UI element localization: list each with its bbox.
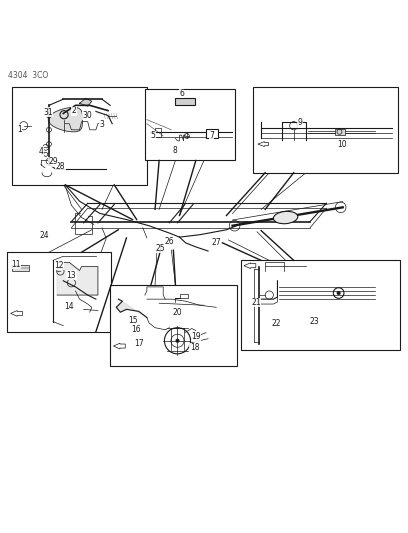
Text: 18: 18 [190, 343, 200, 352]
Text: 22: 22 [271, 319, 281, 328]
Text: 16: 16 [131, 325, 141, 334]
Bar [175, 98, 195, 106]
Text: 5: 5 [151, 132, 155, 140]
Text: 4304  3CO: 4304 3CO [8, 71, 49, 79]
Bar [241, 261, 400, 350]
Text: 31: 31 [43, 108, 53, 117]
Polygon shape [244, 263, 256, 269]
Bar [206, 130, 218, 139]
Bar [335, 128, 345, 135]
Text: 1: 1 [17, 125, 22, 133]
Text: 29: 29 [48, 157, 58, 166]
Polygon shape [113, 343, 125, 349]
Text: 9: 9 [297, 118, 302, 127]
Circle shape [175, 338, 180, 343]
Text: 7: 7 [209, 132, 214, 140]
Bar [253, 87, 398, 173]
Text: 2: 2 [72, 106, 77, 115]
Text: 15: 15 [128, 316, 137, 325]
Polygon shape [80, 99, 92, 106]
Circle shape [337, 291, 341, 295]
Text: 27: 27 [211, 238, 221, 247]
Bar [145, 89, 235, 160]
Ellipse shape [273, 212, 298, 224]
Text: 23: 23 [309, 317, 319, 326]
Bar [7, 252, 111, 332]
Text: 3: 3 [100, 120, 104, 129]
Text: 6: 6 [179, 88, 184, 98]
Bar [110, 285, 237, 367]
Polygon shape [48, 107, 82, 132]
Bar [12, 265, 29, 271]
Text: 4: 4 [38, 147, 43, 156]
Polygon shape [258, 142, 268, 147]
Polygon shape [116, 299, 147, 318]
Text: 11: 11 [11, 260, 21, 269]
Text: 20: 20 [173, 308, 182, 317]
Bar [12, 87, 147, 185]
Polygon shape [57, 262, 98, 295]
Text: 8: 8 [172, 146, 177, 155]
Text: 13: 13 [67, 271, 76, 280]
Text: 17: 17 [134, 338, 144, 348]
Text: 28: 28 [55, 162, 65, 171]
Text: 19: 19 [191, 332, 201, 341]
Text: 21: 21 [251, 298, 261, 307]
Text: 24: 24 [39, 231, 49, 240]
Text: 12: 12 [54, 261, 64, 270]
Text: 25: 25 [155, 244, 165, 253]
Text: 10: 10 [337, 140, 347, 149]
Polygon shape [11, 311, 22, 316]
Text: 30: 30 [82, 111, 92, 120]
Text: 26: 26 [164, 237, 174, 246]
Text: 14: 14 [64, 302, 73, 311]
